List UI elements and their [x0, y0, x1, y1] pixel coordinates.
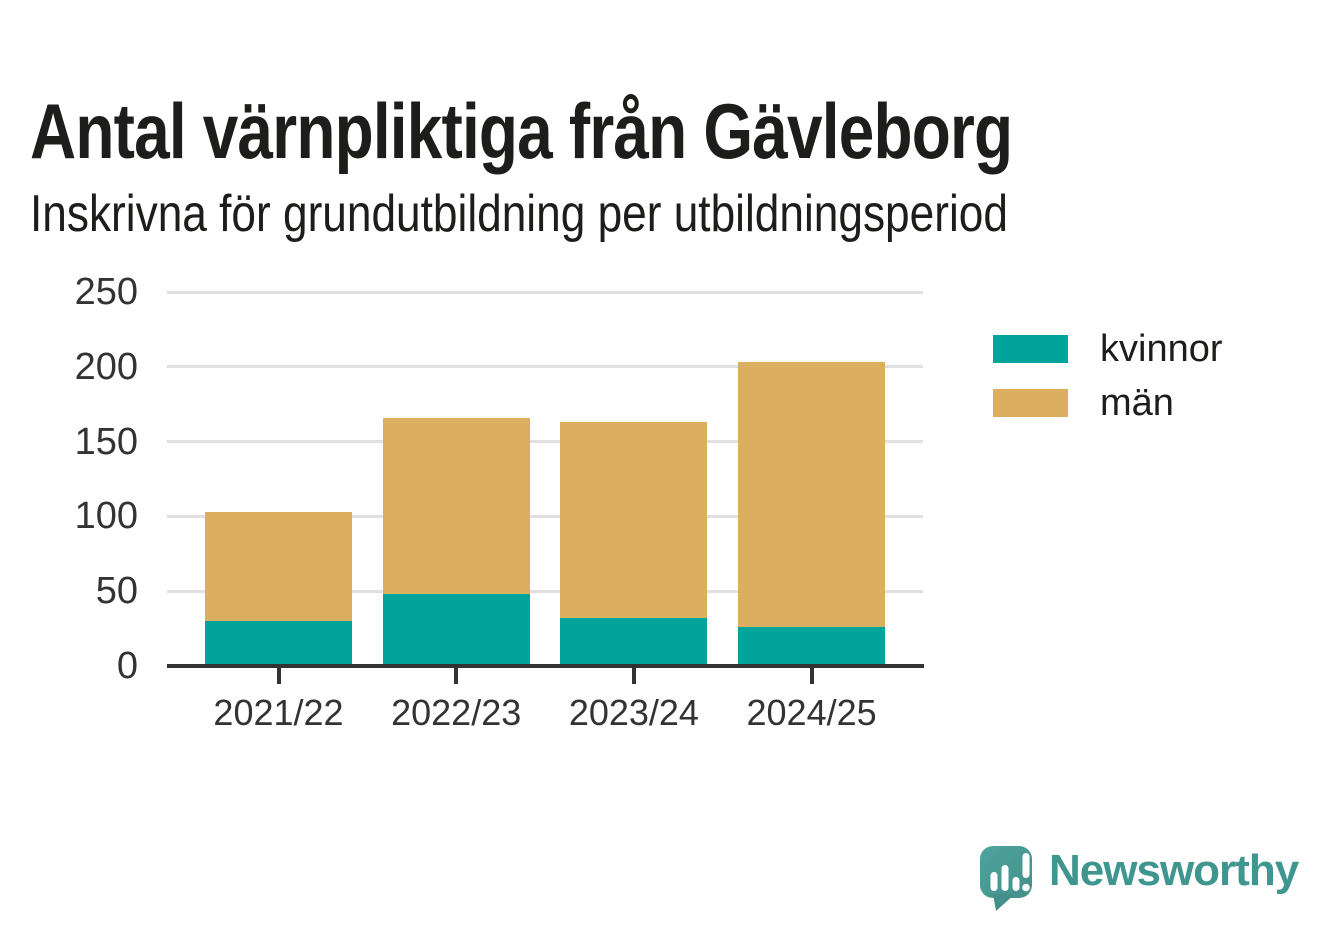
- bar-2024-25-män: [738, 362, 886, 628]
- legend-swatch-män: [993, 389, 1068, 417]
- gridline-150: [167, 440, 923, 444]
- chart-title: Antal värnpliktiga från Gävleborg: [30, 92, 1228, 170]
- brand: Newsworthy: [980, 846, 1299, 912]
- legend-swatch-kvinnor: [993, 335, 1068, 363]
- bar-2021-22-män: [205, 511, 352, 622]
- legend-label-kvinnor: kvinnor: [1100, 328, 1223, 370]
- x-tick-label-2024-25: 2024/25: [746, 692, 877, 733]
- y-tick-label-250: 250: [74, 271, 138, 313]
- gridline-200: [167, 365, 923, 369]
- y-tick-label-50: 50: [95, 570, 138, 613]
- bar-2022-23-män: [382, 417, 530, 595]
- bar-2023-24-kvinnor: [560, 618, 708, 666]
- chart-subtitle-text: Inskrivna för grundutbildning per utbild…: [30, 185, 1008, 243]
- x-tick-label-2021-22: 2021/22: [213, 692, 344, 733]
- gridline-100: [167, 514, 923, 518]
- bar-2024-25-kvinnor: [738, 627, 886, 666]
- y-tick-label-200: 200: [74, 345, 138, 388]
- chart-title-text: Antal värnpliktiga från Gävleborg: [30, 87, 1013, 176]
- bar-2022-23-kvinnor: [382, 594, 530, 666]
- legend-label-män: män: [1100, 382, 1174, 424]
- y-tick-label-150: 150: [74, 420, 138, 463]
- x-axis-tick-2023-24: [631, 668, 636, 684]
- x-tick-label-2022-23: 2022/23: [391, 692, 522, 733]
- gridline-250: [167, 290, 923, 294]
- y-tick-label-0: 0: [116, 645, 138, 687]
- chart-subtitle: Inskrivna för grundutbildning per utbild…: [30, 185, 1181, 243]
- x-axis-line: [167, 664, 924, 668]
- newsworthy-logo-icon: [980, 846, 1032, 911]
- gridline-50: [167, 589, 923, 593]
- bar-2023-24-män: [560, 422, 708, 619]
- brand-wordmark: Newsworthy: [1049, 846, 1299, 895]
- x-axis-tick-2022-23: [454, 668, 459, 684]
- plot-area: [167, 290, 923, 666]
- x-axis-tick-2024-25: [809, 668, 814, 684]
- x-axis-tick-2021-22: [276, 668, 281, 684]
- x-tick-label-2023-24: 2023/24: [568, 692, 699, 733]
- bar-2021-22-kvinnor: [205, 621, 352, 666]
- y-tick-label-100: 100: [74, 495, 138, 538]
